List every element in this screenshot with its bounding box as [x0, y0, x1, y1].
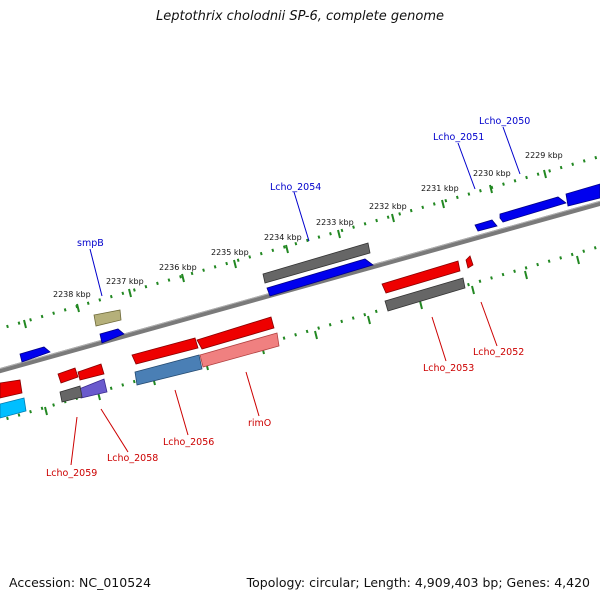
gene-smpb[interactable]: [93, 309, 122, 327]
gene-lcho-2050[interactable]: [499, 196, 567, 223]
kbp-label-2233: 2233 kbp: [316, 218, 354, 227]
kbp-label-2238: 2238 kbp: [53, 290, 91, 299]
label-lcho-2059[interactable]: Lcho_2059: [46, 468, 97, 479]
lower-tick-track: [0, 244, 600, 423]
gene-rimo-upper[interactable]: [196, 316, 275, 350]
kbp-label-2236: 2236 kbp: [159, 263, 197, 272]
gene-lcho-2059-upper[interactable]: [57, 367, 79, 384]
gene-left-forward[interactable]: [19, 346, 51, 363]
upper-tick-track: [0, 154, 600, 331]
label-lcho-2053[interactable]: Lcho_2053: [423, 363, 474, 374]
map-title: Leptothrix cholodnii SP-6, complete geno…: [156, 9, 444, 24]
gene-lcho-2051[interactable]: [474, 219, 498, 232]
label-smpb[interactable]: smpB: [77, 238, 104, 249]
upper-major-ticks: [23, 169, 547, 329]
label-leaders: [70, 126, 521, 466]
gene-lcho-2049[interactable]: [565, 183, 600, 207]
gene-dark-upper[interactable]: [262, 242, 371, 284]
gene-left-cyan[interactable]: [0, 397, 27, 419]
genome-stats-text: Topology: circular; Length: 4,909,403 bp…: [246, 575, 590, 590]
label-lcho-2050[interactable]: Lcho_2050: [479, 116, 530, 127]
kbp-label-2231: 2231 kbp: [421, 184, 459, 193]
kbp-label-2230: 2230 kbp: [473, 169, 511, 178]
gene-lcho-2053-upper[interactable]: [381, 260, 461, 294]
gene-lcho-2058-upper[interactable]: [77, 363, 105, 381]
label-lcho-2051[interactable]: Lcho_2051: [433, 132, 484, 143]
gene-lcho-2058[interactable]: [78, 378, 108, 399]
kbp-label-2232: 2232 kbp: [369, 202, 407, 211]
gene-lcho-2059[interactable]: [59, 385, 83, 403]
gene-smpb-adjacent[interactable]: [99, 328, 125, 344]
label-lcho-2052[interactable]: Lcho_2052: [473, 347, 524, 358]
gene-lcho-2053[interactable]: [384, 277, 466, 312]
accession-text: Accession: NC_010524: [9, 575, 152, 590]
gene-rimo[interactable]: [199, 332, 280, 368]
gene-lcho-2056-upper[interactable]: [131, 337, 199, 365]
label-lcho-2054[interactable]: Lcho_2054: [270, 182, 321, 193]
gene-lcho-2054[interactable]: [266, 258, 374, 297]
kbp-label-2229: 2229 kbp: [525, 151, 563, 160]
gene-lcho-2052[interactable]: [465, 255, 474, 269]
label-rimo[interactable]: rimO: [248, 418, 271, 429]
label-lcho-2058[interactable]: Lcho_2058: [107, 453, 158, 464]
kbp-label-2234: 2234 kbp: [264, 233, 302, 242]
label-lcho-2056[interactable]: Lcho_2056: [163, 437, 214, 448]
kbp-label-2237: 2237 kbp: [106, 277, 144, 286]
kbp-label-2235: 2235 kbp: [211, 248, 249, 257]
gene-lcho-2056[interactable]: [134, 354, 203, 386]
gene-left-reverse[interactable]: [0, 379, 23, 399]
